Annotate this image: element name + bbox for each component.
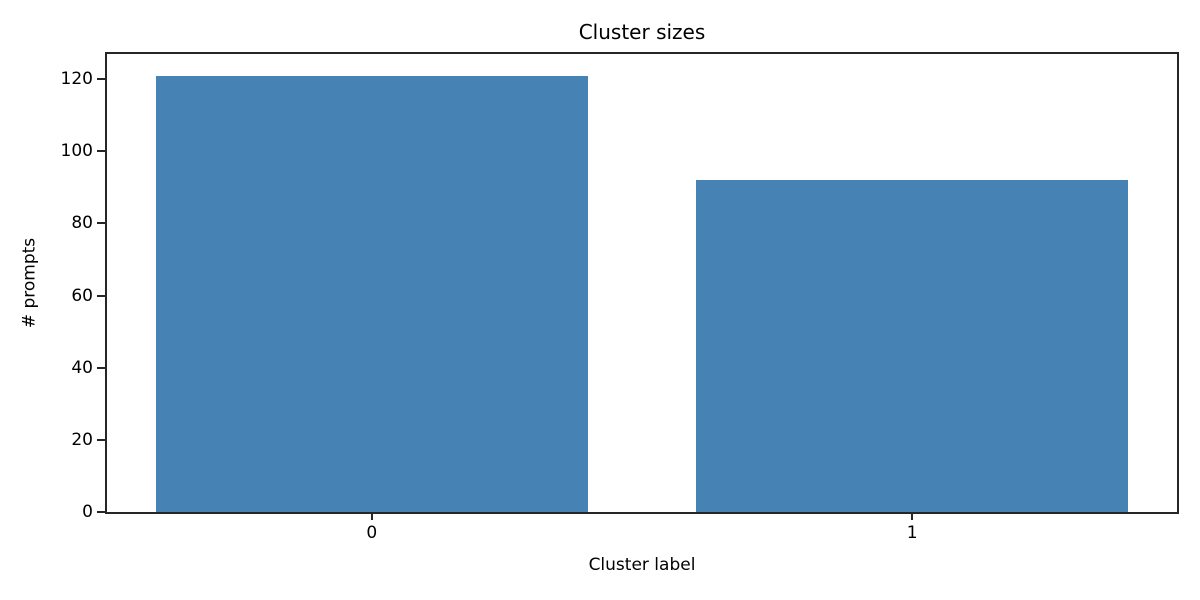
y-axis-tick-label: 120 bbox=[60, 69, 93, 90]
plot-area bbox=[105, 52, 1179, 514]
y-axis-label: # prompts bbox=[19, 237, 40, 329]
y-axis-tick bbox=[97, 222, 105, 225]
x-axis-tick-label: 0 bbox=[366, 523, 378, 543]
x-axis-tick bbox=[370, 512, 373, 520]
y-axis-tick-label: 20 bbox=[71, 429, 93, 450]
y-axis-tick-label: 0 bbox=[82, 502, 93, 522]
y-axis-tick bbox=[97, 438, 105, 441]
y-axis-tick-label: 100 bbox=[60, 141, 93, 162]
bar-cluster-1 bbox=[696, 180, 1129, 512]
x-axis-tick-label: 1 bbox=[906, 523, 918, 543]
y-axis-tick bbox=[97, 511, 105, 513]
y-axis-tick-label: 40 bbox=[71, 357, 93, 378]
y-axis-tick bbox=[97, 150, 105, 153]
y-axis-tick bbox=[97, 366, 105, 369]
y-axis-tick-label: 60 bbox=[71, 285, 93, 306]
x-axis-label: Cluster label bbox=[588, 555, 696, 575]
y-axis-tick bbox=[97, 78, 105, 81]
bar-cluster-0 bbox=[155, 75, 588, 512]
y-axis-tick bbox=[97, 294, 105, 297]
chart-title: Cluster sizes bbox=[578, 20, 706, 44]
y-axis-tick-label: 80 bbox=[71, 213, 93, 234]
x-axis-tick bbox=[911, 512, 914, 520]
